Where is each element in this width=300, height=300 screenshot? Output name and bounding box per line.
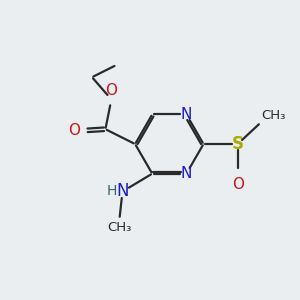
Text: H: H: [107, 184, 117, 198]
Text: N: N: [116, 182, 129, 200]
Text: CH₃: CH₃: [107, 221, 132, 234]
Text: O: O: [68, 123, 80, 138]
Text: S: S: [232, 135, 244, 153]
Text: CH₃: CH₃: [262, 109, 286, 122]
Text: N: N: [181, 166, 192, 181]
Text: N: N: [181, 107, 192, 122]
Text: O: O: [105, 83, 117, 98]
Text: O: O: [232, 177, 244, 192]
